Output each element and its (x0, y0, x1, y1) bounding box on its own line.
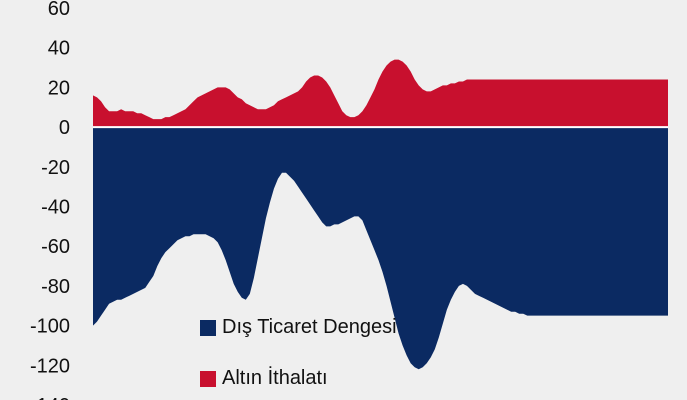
legend-swatch-trade-balance (200, 319, 216, 336)
y-tick-label: -20 (41, 157, 70, 179)
y-tick-label: -120 (30, 355, 70, 377)
legend-item-trade-balance: Dış Ticaret Dengesi (200, 316, 397, 339)
y-tick-label: -100 (30, 316, 70, 338)
y-tick-label: -60 (41, 236, 70, 258)
y-tick-label: -40 (41, 197, 70, 219)
y-tick-label: 60 (48, 0, 70, 20)
legend-swatch-gold-imports (200, 370, 216, 387)
area-gold-imports (93, 59, 668, 128)
y-tick-label: -80 (41, 276, 70, 298)
y-tick-label: 0 (59, 117, 70, 139)
area-trade-balance (93, 127, 668, 370)
legend-label-gold-imports: Altın İthalatı (222, 367, 328, 389)
y-tick-label: 40 (48, 38, 70, 60)
y-tick-label: 20 (48, 77, 70, 99)
plot-area (93, 59, 668, 370)
y-tick-label: -140 (30, 395, 70, 400)
legend-item-gold-imports: Altın İthalatı (200, 367, 328, 390)
legend-label-trade-balance: Dış Ticaret Dengesi (222, 316, 397, 338)
y-axis-ticks: 60 40 20 0 -20 -40 -60 -80 -100 -120 -140 (30, 0, 70, 400)
